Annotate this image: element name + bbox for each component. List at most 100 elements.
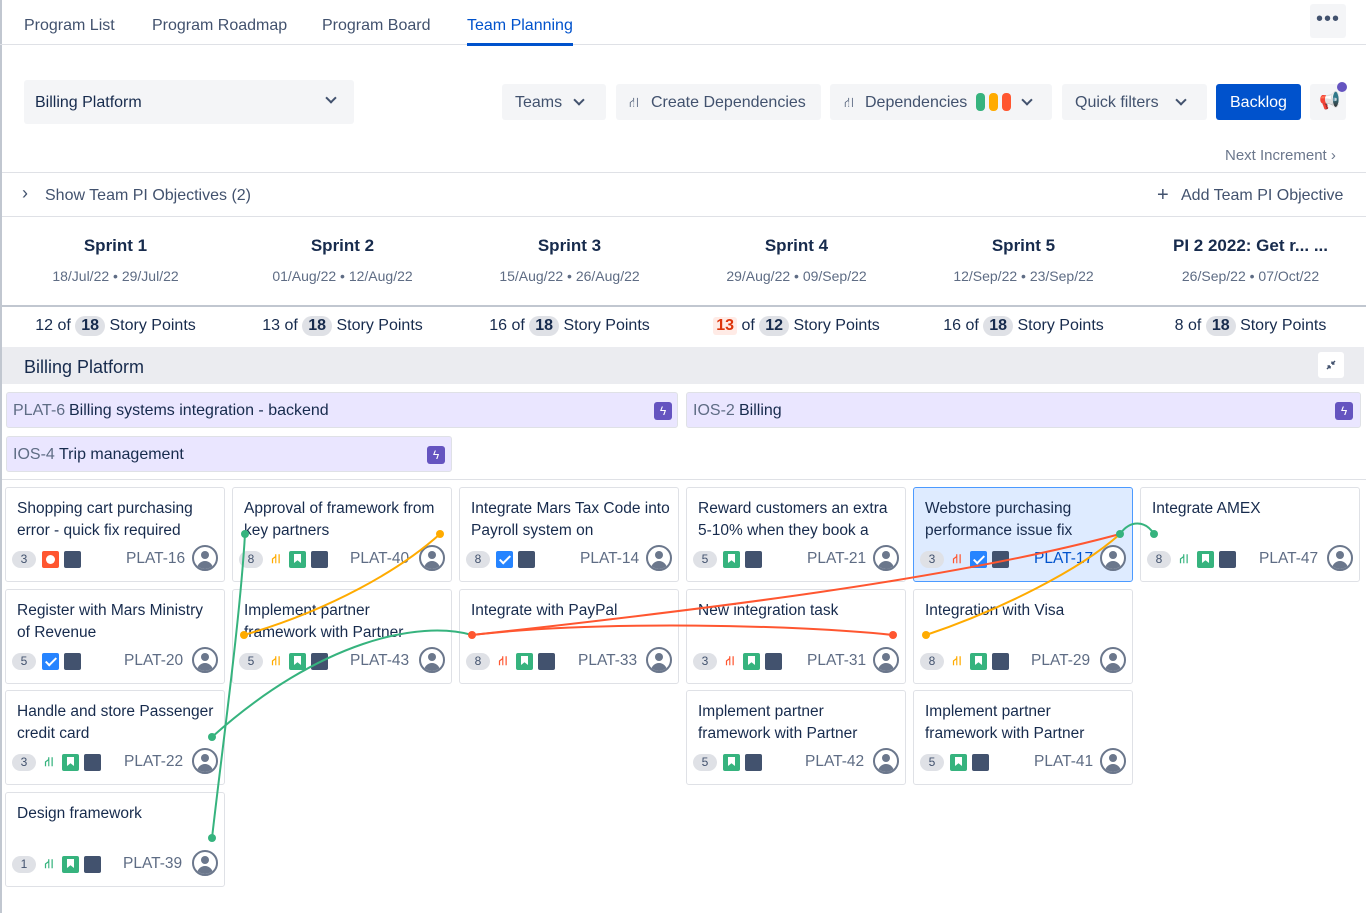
sprint-header: Sprint 1 18/Jul/22 • 29/Jul/22 [2, 236, 229, 284]
program-select[interactable]: Billing Platform [24, 80, 354, 124]
assignee-avatar-icon[interactable] [419, 647, 445, 673]
add-objective-button[interactable]: Add Team PI Objective [1181, 187, 1344, 204]
assignee-avatar-icon[interactable] [192, 545, 218, 571]
issue-card[interactable]: Integrate AMEX 8 ⛙ PLAT-47 [1140, 487, 1360, 582]
issue-card[interactable]: Shopping cart purchasing error - quick f… [5, 487, 225, 582]
assignee-avatar-icon[interactable] [419, 545, 445, 571]
epic-lightning-icon: ϟ [427, 446, 445, 464]
more-actions-button[interactable]: ••• [1310, 4, 1346, 38]
dependency-icon[interactable]: ⛙ [952, 653, 962, 668]
estimate-badge: 3 [12, 551, 36, 568]
epic-lightning-icon: ϟ [654, 402, 672, 420]
issue-key[interactable]: PLAT-16 [126, 550, 186, 567]
teams-button[interactable]: Teams [502, 84, 606, 120]
assignee-avatar-icon[interactable] [1100, 545, 1126, 571]
card-title: Reward customers an extra 5-10% when the… [698, 500, 888, 539]
issue-key[interactable]: PLAT-47 [1259, 550, 1319, 567]
issue-key[interactable]: PLAT-20 [124, 652, 184, 669]
assignee-avatar-icon[interactable] [1100, 647, 1126, 673]
dependency-icon[interactable]: ⛙ [725, 653, 735, 668]
dependency-icon[interactable]: ⛙ [271, 551, 281, 566]
issue-key[interactable]: PLAT-14 [580, 550, 640, 567]
assignee-avatar-icon[interactable] [192, 647, 218, 673]
issue-card[interactable]: Design framework 1 ⛙ PLAT-39 [5, 792, 225, 887]
top-nav: Program List Program Roadmap Program Boa… [0, 0, 1366, 46]
green-dependency-indicator [976, 93, 985, 111]
issue-key[interactable]: PLAT-33 [578, 652, 638, 669]
issue-key[interactable]: PLAT-29 [1031, 652, 1091, 669]
next-increment-link[interactable]: Next Increment › [1225, 147, 1336, 164]
issue-card[interactable]: Integrate Mars Tax Code into Payroll sys… [459, 487, 679, 582]
feature-bar[interactable]: IOS-2 Billing ϟ [686, 392, 1361, 428]
issue-key[interactable]: PLAT-40 [350, 550, 410, 567]
dependency-icon[interactable]: ⛙ [44, 856, 54, 871]
issue-key[interactable]: PLAT-41 [1034, 753, 1094, 770]
issue-key[interactable]: PLAT-39 [123, 855, 183, 872]
issue-card[interactable]: Handle and store Passenger credit card 3 ⛙… [5, 690, 225, 785]
sprint-name: Sprint 4 [764, 236, 829, 255]
sprint-capacity: 16 of 18 Story Points [489, 316, 650, 336]
tab-program-list[interactable]: Program List [24, 17, 115, 34]
issue-key[interactable]: PLAT-43 [350, 652, 410, 669]
sprint-capacity: 12 of 18 Story Points [35, 316, 196, 336]
issue-card[interactable]: Integration with Visa 8 ⛙ PLAT-29 [913, 589, 1133, 684]
dependencies-button[interactable]: ⛙ Dependencies [830, 84, 1052, 120]
dependency-icon[interactable]: ⛙ [44, 754, 54, 769]
assignee-avatar-icon[interactable] [192, 850, 218, 876]
assignee-avatar-icon[interactable] [873, 545, 899, 571]
issue-card[interactable]: Integrate with PayPal 8 ⛙ PLAT-33 [459, 589, 679, 684]
issue-key[interactable]: PLAT-22 [124, 753, 184, 770]
plus-icon[interactable]: + [1157, 184, 1169, 206]
card-title: Implement partner framework with Partner [698, 703, 858, 742]
feature-bar[interactable]: IOS-4 Trip management ϟ [6, 436, 452, 472]
issue-card[interactable]: Implement partner framework with Partner… [913, 690, 1133, 785]
card-title: Register with Mars Ministry of Revenue [17, 602, 204, 641]
tab-program-roadmap[interactable]: Program Roadmap [152, 17, 288, 34]
issue-card[interactable]: Implement partner framework with Partner… [232, 589, 452, 684]
section-title: Billing Platform [24, 357, 145, 377]
quick-filters-button[interactable]: Quick filters [1062, 84, 1207, 120]
collapse-button[interactable] [1318, 352, 1344, 378]
issue-key[interactable]: PLAT-31 [807, 652, 867, 669]
issue-card[interactable]: Register with Mars Ministry of Revenue 5 P… [5, 589, 225, 684]
feature-bar[interactable]: PLAT-6 Billing systems integration - bac… [6, 392, 678, 428]
card-title: Implement partner framework with Partner [925, 703, 1085, 742]
story-points-unit: Story Points [109, 317, 196, 334]
issue-card[interactable]: Webstore purchasing performance issue fi… [913, 487, 1133, 582]
backlog-button[interactable]: Backlog [1216, 84, 1301, 120]
show-objectives-toggle[interactable]: Show Team PI Objectives (2) [45, 187, 252, 204]
card-title: New integration task [698, 602, 839, 619]
tab-program-board[interactable]: Program Board [322, 17, 431, 34]
assignee-avatar-icon[interactable] [646, 545, 672, 571]
team-icon [992, 653, 1009, 670]
estimate-badge: 5 [239, 653, 263, 670]
estimate-badge: 8 [920, 653, 944, 670]
assignee-avatar-icon[interactable] [1100, 748, 1126, 774]
issue-key[interactable]: PLAT-17 [1034, 550, 1094, 567]
assignee-avatar-icon[interactable] [873, 647, 899, 673]
orange-dependency-indicator [989, 93, 998, 111]
dependency-icon[interactable]: ⛙ [271, 653, 281, 668]
assignee-avatar-icon[interactable] [873, 748, 899, 774]
dependency-icon[interactable]: ⛙ [952, 551, 962, 566]
team-icon [745, 551, 762, 568]
team-icon [64, 551, 81, 568]
assignee-avatar-icon[interactable] [1327, 545, 1353, 571]
feature-key: IOS-4 [13, 446, 55, 463]
assignee-avatar-icon[interactable] [646, 647, 672, 673]
story-points-done: 8 [1174, 317, 1184, 334]
issue-card[interactable]: Implement partner framework with Partner… [686, 690, 906, 785]
chevron-right-icon[interactable]: › [22, 183, 28, 203]
card-title: Integrate with PayPal [471, 602, 618, 619]
issue-key[interactable]: PLAT-21 [807, 550, 867, 567]
create-dependencies-button[interactable]: ⛙ Create Dependencies [616, 84, 821, 120]
issue-card[interactable]: New integration task 3 ⛙ PLAT-31 [686, 589, 906, 684]
issue-card[interactable]: Approval of framework from key partners 8… [232, 487, 452, 582]
dependency-icon[interactable]: ⛙ [1179, 551, 1189, 566]
issue-key[interactable]: PLAT-42 [805, 753, 865, 770]
issue-card[interactable]: Reward customers an extra 5-10% when the… [686, 487, 906, 582]
assignee-avatar-icon[interactable] [192, 748, 218, 774]
estimate-badge: 3 [920, 551, 944, 568]
tab-team-planning[interactable]: Team Planning [467, 17, 573, 46]
dependency-icon[interactable]: ⛙ [498, 653, 508, 668]
